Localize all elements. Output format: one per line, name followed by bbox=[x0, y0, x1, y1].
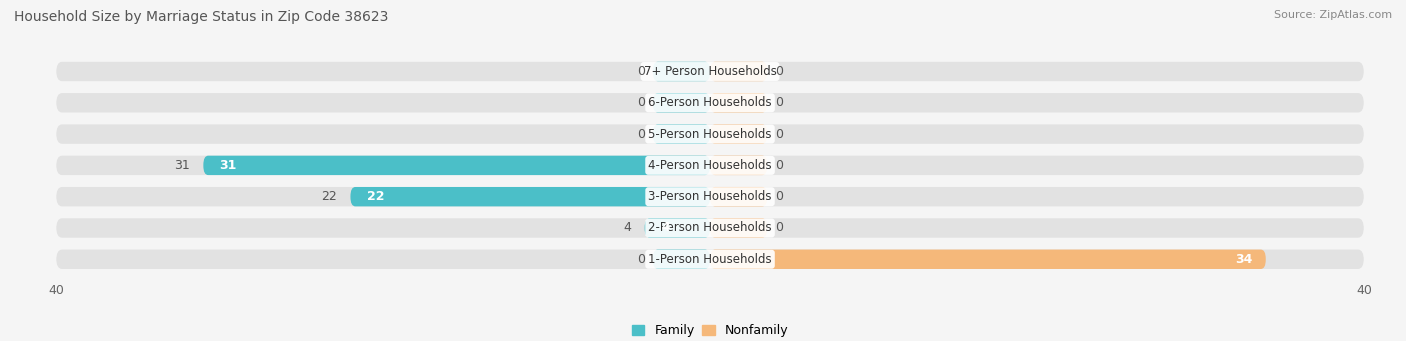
Text: 0: 0 bbox=[776, 65, 783, 78]
FancyBboxPatch shape bbox=[56, 250, 1364, 269]
Text: 6-Person Households: 6-Person Households bbox=[648, 96, 772, 109]
Text: 0: 0 bbox=[776, 159, 783, 172]
Text: 0: 0 bbox=[776, 96, 783, 109]
Text: 31: 31 bbox=[174, 159, 190, 172]
FancyBboxPatch shape bbox=[652, 62, 710, 81]
Text: 7+ Person Households: 7+ Person Households bbox=[644, 65, 776, 78]
FancyBboxPatch shape bbox=[710, 156, 768, 175]
Legend: Family, Nonfamily: Family, Nonfamily bbox=[631, 324, 789, 337]
Text: 22: 22 bbox=[367, 190, 384, 203]
Text: 5-Person Households: 5-Person Households bbox=[648, 128, 772, 140]
Text: 4-Person Households: 4-Person Households bbox=[648, 159, 772, 172]
Text: 34: 34 bbox=[1236, 253, 1253, 266]
FancyBboxPatch shape bbox=[652, 250, 710, 269]
FancyBboxPatch shape bbox=[644, 218, 710, 238]
Text: Household Size by Marriage Status in Zip Code 38623: Household Size by Marriage Status in Zip… bbox=[14, 10, 388, 24]
FancyBboxPatch shape bbox=[710, 62, 768, 81]
FancyBboxPatch shape bbox=[710, 93, 768, 113]
FancyBboxPatch shape bbox=[710, 218, 768, 238]
Text: 0: 0 bbox=[637, 253, 644, 266]
FancyBboxPatch shape bbox=[710, 124, 768, 144]
Text: 4: 4 bbox=[624, 222, 631, 235]
Text: 0: 0 bbox=[776, 190, 783, 203]
Text: Source: ZipAtlas.com: Source: ZipAtlas.com bbox=[1274, 10, 1392, 20]
FancyBboxPatch shape bbox=[652, 93, 710, 113]
FancyBboxPatch shape bbox=[204, 156, 710, 175]
Text: 1-Person Households: 1-Person Households bbox=[648, 253, 772, 266]
FancyBboxPatch shape bbox=[710, 187, 768, 206]
FancyBboxPatch shape bbox=[56, 124, 1364, 144]
FancyBboxPatch shape bbox=[710, 250, 1265, 269]
FancyBboxPatch shape bbox=[56, 187, 1364, 206]
Text: 0: 0 bbox=[637, 128, 644, 140]
Text: 22: 22 bbox=[322, 190, 337, 203]
FancyBboxPatch shape bbox=[56, 93, 1364, 113]
Text: 31: 31 bbox=[219, 159, 238, 172]
FancyBboxPatch shape bbox=[56, 156, 1364, 175]
Text: 4: 4 bbox=[661, 222, 669, 235]
FancyBboxPatch shape bbox=[350, 187, 710, 206]
Text: 3-Person Households: 3-Person Households bbox=[648, 190, 772, 203]
Text: 0: 0 bbox=[776, 222, 783, 235]
Text: 0: 0 bbox=[637, 96, 644, 109]
Text: 0: 0 bbox=[776, 128, 783, 140]
Text: 0: 0 bbox=[637, 65, 644, 78]
FancyBboxPatch shape bbox=[56, 62, 1364, 81]
FancyBboxPatch shape bbox=[652, 124, 710, 144]
Text: 2-Person Households: 2-Person Households bbox=[648, 222, 772, 235]
FancyBboxPatch shape bbox=[56, 218, 1364, 238]
